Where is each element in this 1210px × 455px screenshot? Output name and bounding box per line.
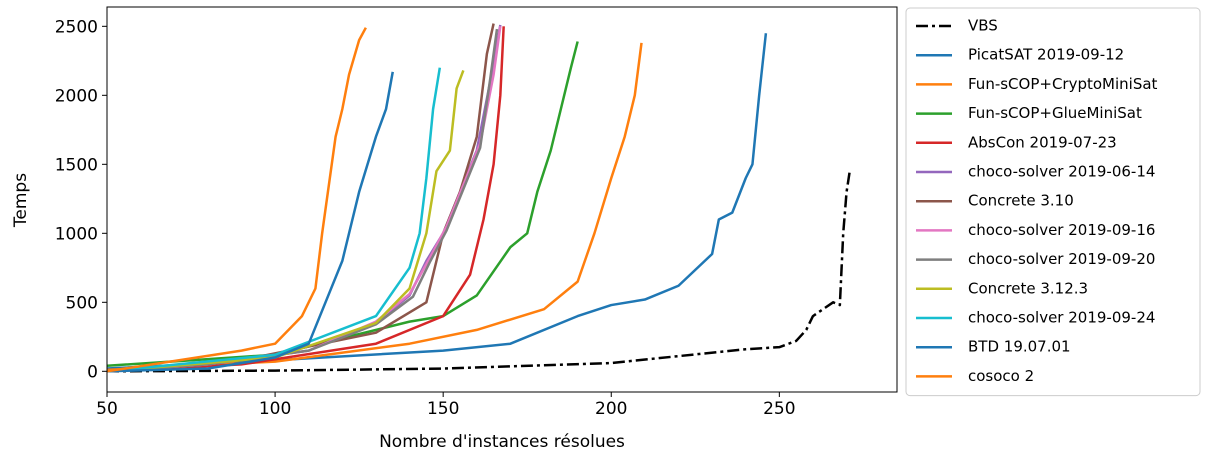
series-line [107,26,505,373]
legend-label: Concrete 3.10 [968,192,1074,210]
x-tick-label: 100 [259,399,291,419]
legend-label: choco-solver 2019-09-20 [968,250,1155,268]
legend-label: AbsCon 2019-07-23 [968,133,1117,151]
y-tick-label: 0 [87,362,98,382]
series-line [107,67,442,373]
legend-label: BTD 19.07.01 [968,338,1071,356]
legend-label: choco-solver 2019-06-14 [968,163,1155,181]
plot-frame [106,6,898,393]
series-line [107,70,465,373]
y-tick-label: 1000 [55,224,98,244]
y-axis-label: Temps [11,173,31,228]
series-line [107,41,579,368]
legend-label: choco-solver 2019-09-16 [968,221,1155,239]
series-line [107,26,502,373]
x-tick-label: 50 [96,399,118,419]
x-tick-label: 250 [763,399,795,419]
series-line [107,24,502,373]
plot-area [107,23,852,373]
y-tick-label: 1500 [55,155,98,175]
series-line [107,27,367,373]
legend-label: Fun-sCOP+CryptoMiniSat [968,75,1158,93]
legend-label: Fun-sCOP+GlueMiniSat [968,104,1142,122]
series-line [107,33,768,370]
x-tick-label: 150 [427,399,459,419]
series-line [107,42,643,372]
x-tick-label: 200 [595,399,627,419]
legend-frame [905,7,1201,397]
y-tick-label: 500 [66,293,98,313]
legend-label: choco-solver 2019-09-24 [968,309,1155,327]
legend-label: cosoco 2 [968,367,1034,385]
legend-label: VBS [968,17,998,35]
y-tick-label: 2500 [55,17,98,37]
legend-label: Concrete 3.12.3 [968,279,1088,297]
x-axis-label: Nombre d'instances résolues [379,432,625,452]
legend: VBS PicatSAT 2019-09-12 Fun-sCOP+CryptoMin… [905,7,1201,397]
legend-label: PicatSAT 2019-09-12 [968,46,1124,64]
series-line [107,169,852,373]
y-tick-label: 2000 [55,86,98,106]
series-line [107,71,394,373]
